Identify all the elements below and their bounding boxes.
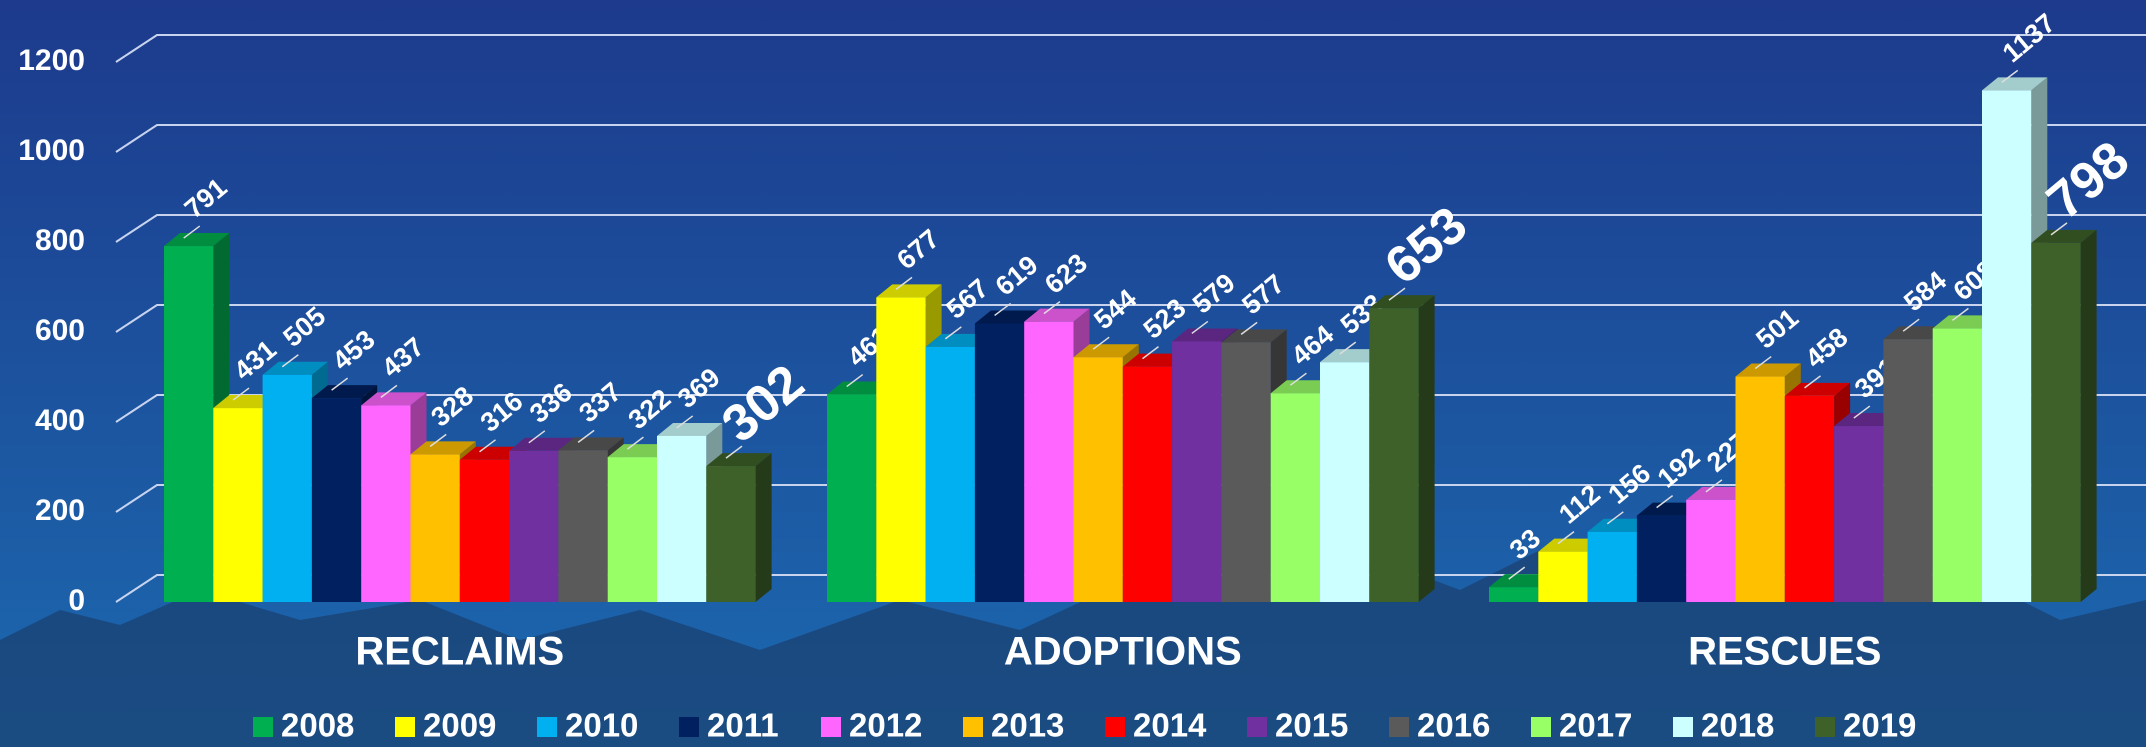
y-tick-label: 1000 bbox=[18, 134, 85, 167]
y-tick-label: 800 bbox=[35, 224, 85, 257]
bar bbox=[1369, 295, 1434, 602]
category-label: ADOPTIONS bbox=[1004, 630, 1242, 674]
y-tick-label: 400 bbox=[35, 404, 85, 437]
bar-front bbox=[1024, 322, 1073, 602]
legend-swatch bbox=[963, 717, 983, 737]
bar-front bbox=[213, 408, 262, 602]
legend-swatch bbox=[395, 717, 415, 737]
bar-front bbox=[1785, 396, 1834, 602]
bar-front bbox=[1489, 587, 1538, 602]
bar-front bbox=[361, 405, 410, 602]
legend-label: 2019 bbox=[1843, 707, 1916, 744]
legend-swatch bbox=[1105, 717, 1125, 737]
bar-side bbox=[756, 453, 772, 602]
bar-front bbox=[1271, 393, 1320, 602]
bar-front bbox=[1883, 339, 1932, 602]
chart: 0 200 400 600 800 1000 1200 RECLAIMS ADOPTIONS RE… bbox=[0, 0, 2146, 747]
legend-label: 2013 bbox=[991, 707, 1064, 744]
category-label: RECLAIMS bbox=[355, 630, 564, 674]
legend-label: 2012 bbox=[849, 707, 922, 744]
bar-front bbox=[876, 297, 925, 602]
y-tick-label: 200 bbox=[35, 494, 85, 527]
bar bbox=[706, 453, 771, 602]
legend-label: 2009 bbox=[423, 707, 496, 744]
bar-front bbox=[1686, 500, 1735, 602]
legend-swatch bbox=[1815, 717, 1835, 737]
bar-front bbox=[1172, 341, 1221, 602]
bar-front bbox=[411, 454, 460, 602]
bar-side bbox=[2081, 230, 2097, 602]
bar-front bbox=[558, 450, 607, 602]
bar-front bbox=[1736, 377, 1785, 602]
bar-front bbox=[657, 436, 706, 602]
bar-front bbox=[706, 466, 755, 602]
bar-front bbox=[975, 323, 1024, 602]
bar-front bbox=[2031, 243, 2080, 602]
legend-label: 2016 bbox=[1417, 707, 1490, 744]
legend-swatch bbox=[1673, 717, 1693, 737]
legend-swatch bbox=[679, 717, 699, 737]
legend-swatch bbox=[1389, 717, 1409, 737]
legend-label: 2011 bbox=[707, 707, 779, 744]
bar-front bbox=[1320, 362, 1369, 602]
legend-swatch bbox=[1531, 717, 1551, 737]
bar-front bbox=[1369, 308, 1418, 602]
legend-label: 2008 bbox=[281, 707, 354, 744]
bar-front bbox=[926, 347, 975, 602]
bar-front bbox=[827, 395, 876, 602]
bar-side bbox=[1419, 295, 1435, 602]
y-tick-label: 0 bbox=[68, 584, 85, 617]
category-label: RESCUES bbox=[1688, 630, 1881, 674]
bar bbox=[2031, 230, 2096, 602]
legend-swatch bbox=[253, 717, 273, 737]
legend-label: 2014 bbox=[1133, 707, 1207, 744]
legend-swatch bbox=[537, 717, 557, 737]
bar-front bbox=[608, 457, 657, 602]
y-tick-label: 1200 bbox=[18, 44, 85, 77]
bar-front bbox=[164, 246, 213, 602]
legend-label: 2010 bbox=[565, 707, 638, 744]
bar-front bbox=[509, 451, 558, 602]
bar-front bbox=[1538, 552, 1587, 602]
page: {"chart_data": {"type": "bar3d", "catego… bbox=[0, 0, 2146, 747]
legend-label: 2018 bbox=[1701, 707, 1774, 744]
bar-front bbox=[1834, 426, 1883, 602]
bar-front bbox=[1074, 357, 1123, 602]
bar-front bbox=[1637, 516, 1686, 602]
bar-front bbox=[1933, 328, 1982, 602]
legend-label: 2015 bbox=[1275, 707, 1348, 744]
y-tick-label: 600 bbox=[35, 314, 85, 347]
legend-label: 2017 bbox=[1559, 707, 1632, 744]
bar-front bbox=[1123, 367, 1172, 602]
bar-front bbox=[460, 460, 509, 602]
bar-front bbox=[1588, 532, 1637, 602]
bar-front bbox=[263, 375, 312, 602]
legend-swatch bbox=[1247, 717, 1267, 737]
bar-front bbox=[312, 398, 361, 602]
bar-front bbox=[1982, 90, 2031, 602]
legend-swatch bbox=[821, 717, 841, 737]
bar-front bbox=[1221, 342, 1270, 602]
